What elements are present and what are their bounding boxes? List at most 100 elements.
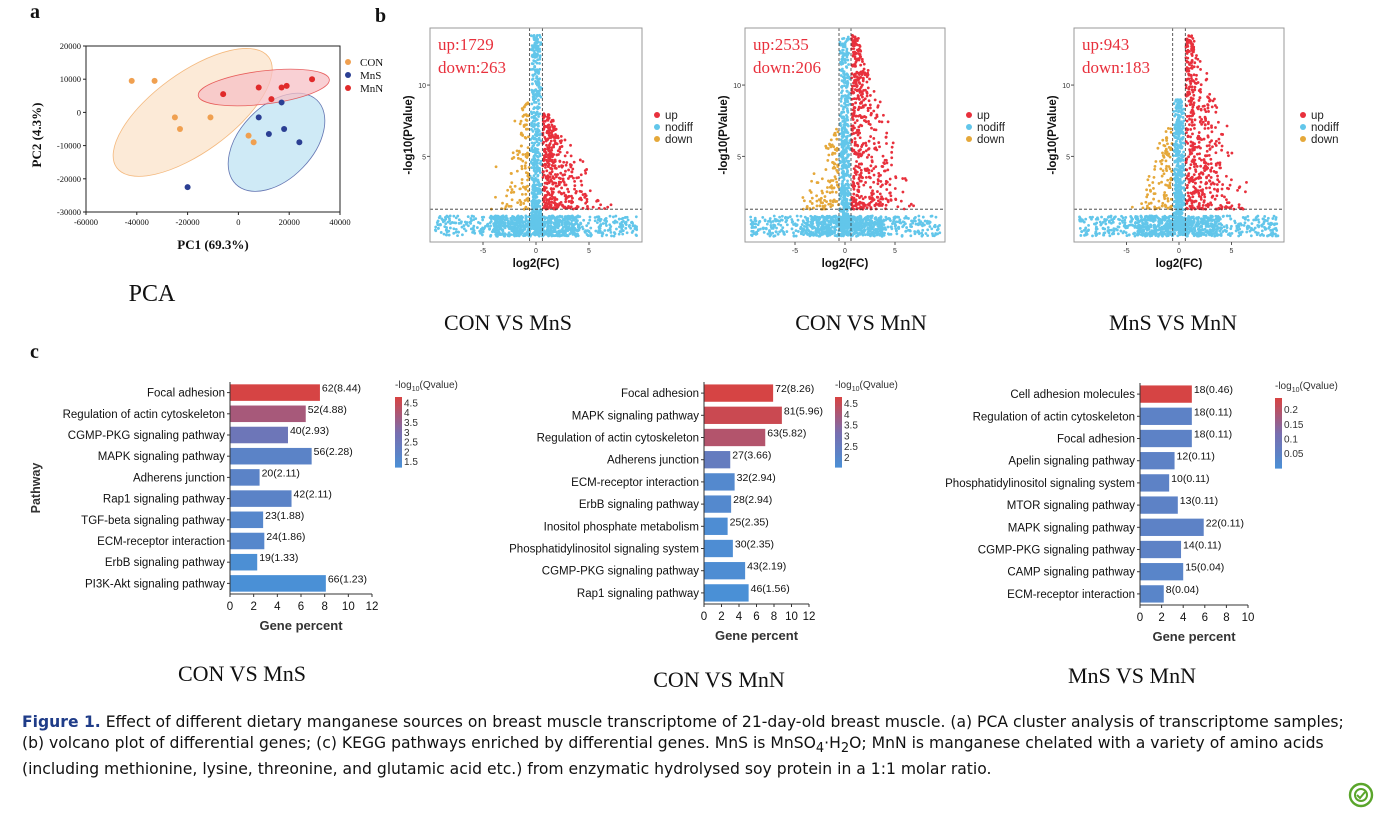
volcano-point-nodiff <box>784 220 788 224</box>
volcano-point-nodiff <box>460 225 464 229</box>
volcano-point-up <box>878 145 881 149</box>
volcano-point-up <box>872 180 876 184</box>
volcano-point-nodiff <box>537 121 540 125</box>
volcano-point-up <box>855 84 859 88</box>
volcano-point-up <box>853 126 856 130</box>
volcano-point-nodiff <box>1254 218 1258 222</box>
volcano-point-up <box>567 190 570 194</box>
volcano-point-nodiff <box>1190 216 1194 219</box>
volcano-point-nodiff <box>1196 225 1199 228</box>
volcano-point-up <box>569 163 573 167</box>
volcano-point-nodiff <box>537 102 541 106</box>
volcano-point-up <box>884 207 887 211</box>
volcano-point-nodiff <box>839 153 843 157</box>
volcano-point-up <box>586 207 590 211</box>
volcano-point-nodiff <box>921 222 925 225</box>
volcano-point-down <box>522 202 526 205</box>
volcano-point-nodiff <box>1111 220 1115 224</box>
volcano-point-up <box>606 205 610 209</box>
volcano-point-up <box>890 163 893 167</box>
volcano-point-nodiff <box>1228 214 1232 218</box>
volcano-point-nodiff <box>773 234 777 238</box>
volcano-point-nodiff <box>531 62 535 66</box>
volcano-point-nodiff <box>839 138 843 142</box>
volcano-point-up <box>609 203 613 207</box>
volcano-point-nodiff <box>1216 225 1219 229</box>
volcano-point-nodiff <box>558 234 561 238</box>
volcano-point-up <box>547 180 551 184</box>
volcano-point-nodiff <box>1246 218 1250 222</box>
volcano-point-nodiff <box>538 67 542 71</box>
volcano-point-nodiff <box>896 226 900 230</box>
volcano-point-nodiff <box>535 140 539 144</box>
volcano-point-nodiff <box>538 187 542 191</box>
volcano-point-nodiff <box>826 228 830 232</box>
volcano-point-down <box>520 181 524 185</box>
volcano-point-nodiff <box>852 232 855 236</box>
volcano-point-nodiff <box>1127 233 1131 237</box>
volcano-point-up <box>570 194 573 198</box>
volcano-point-nodiff <box>535 91 539 94</box>
volcano-point-nodiff <box>1121 216 1125 220</box>
volcano-point-up <box>857 73 861 76</box>
volcano-point-nodiff <box>810 217 814 221</box>
volcano-point-down <box>835 168 839 172</box>
volcano-point-nodiff <box>1204 225 1208 228</box>
volcano-point-nodiff <box>504 216 508 220</box>
volcano-point-nodiff <box>515 234 519 238</box>
volcano-point-down <box>516 156 520 160</box>
volcano-point-nodiff <box>610 234 613 238</box>
volcano-x-tick-label: 5 <box>893 248 897 255</box>
volcano-point-up <box>566 187 570 191</box>
volcano-point-up <box>858 166 861 170</box>
volcano-point-nodiff <box>541 234 544 238</box>
volcano-point-nodiff <box>1229 227 1233 231</box>
volcano-point-nodiff <box>825 215 829 218</box>
volcano-point-nodiff <box>1151 229 1155 233</box>
volcano-point-nodiff <box>552 221 556 225</box>
volcano-point-nodiff <box>1173 232 1177 236</box>
volcano-point-nodiff <box>909 223 912 226</box>
volcano-point-up <box>550 164 554 167</box>
volcano-point-nodiff <box>536 178 540 182</box>
volcano-point-nodiff <box>1107 231 1111 235</box>
volcano-point-up <box>853 64 857 68</box>
volcano-point-up <box>859 168 863 172</box>
volcano-point-nodiff <box>452 221 456 225</box>
volcano-point-nodiff <box>533 141 537 145</box>
volcano-point-nodiff <box>1210 222 1214 226</box>
volcano-point-nodiff <box>1133 221 1137 225</box>
volcano-point-nodiff <box>841 48 845 52</box>
volcano-point-down <box>519 203 523 206</box>
volcano-point-nodiff <box>554 230 558 234</box>
volcano-point-up <box>872 89 876 93</box>
volcano-point-nodiff <box>536 232 540 235</box>
pca-legend-marker-mns <box>345 72 351 78</box>
volcano-point-nodiff <box>539 95 543 99</box>
volcano-point-down <box>826 186 829 189</box>
volcano-point-nodiff <box>1225 226 1229 229</box>
volcano-point-up <box>547 143 551 147</box>
volcano-point-nodiff <box>525 223 528 227</box>
volcano-point-up <box>880 120 884 124</box>
volcano-point-down <box>518 187 522 191</box>
volcano-point-nodiff <box>820 223 824 227</box>
volcano-point-up <box>859 93 863 97</box>
volcano-point-nodiff <box>1223 228 1227 232</box>
volcano-point-down <box>524 171 528 175</box>
volcano-point-nodiff <box>846 231 850 234</box>
volcano-point-down <box>828 191 832 195</box>
volcano-point-nodiff <box>926 234 930 238</box>
volcano-point-nodiff <box>1136 217 1140 221</box>
pca-point-mnn <box>283 82 290 89</box>
volcano-point-nodiff <box>537 99 540 102</box>
volcano-point-nodiff <box>437 216 441 220</box>
volcano-point-nodiff <box>841 75 845 79</box>
volcano-point-nodiff <box>1257 218 1260 222</box>
pca-point-mns <box>278 99 285 106</box>
volcano-subtitle-2: CON VS MnN <box>795 310 927 335</box>
volcano-point-up <box>861 83 864 87</box>
volcano-point-nodiff <box>1079 219 1083 223</box>
volcano-point-up <box>597 206 601 210</box>
